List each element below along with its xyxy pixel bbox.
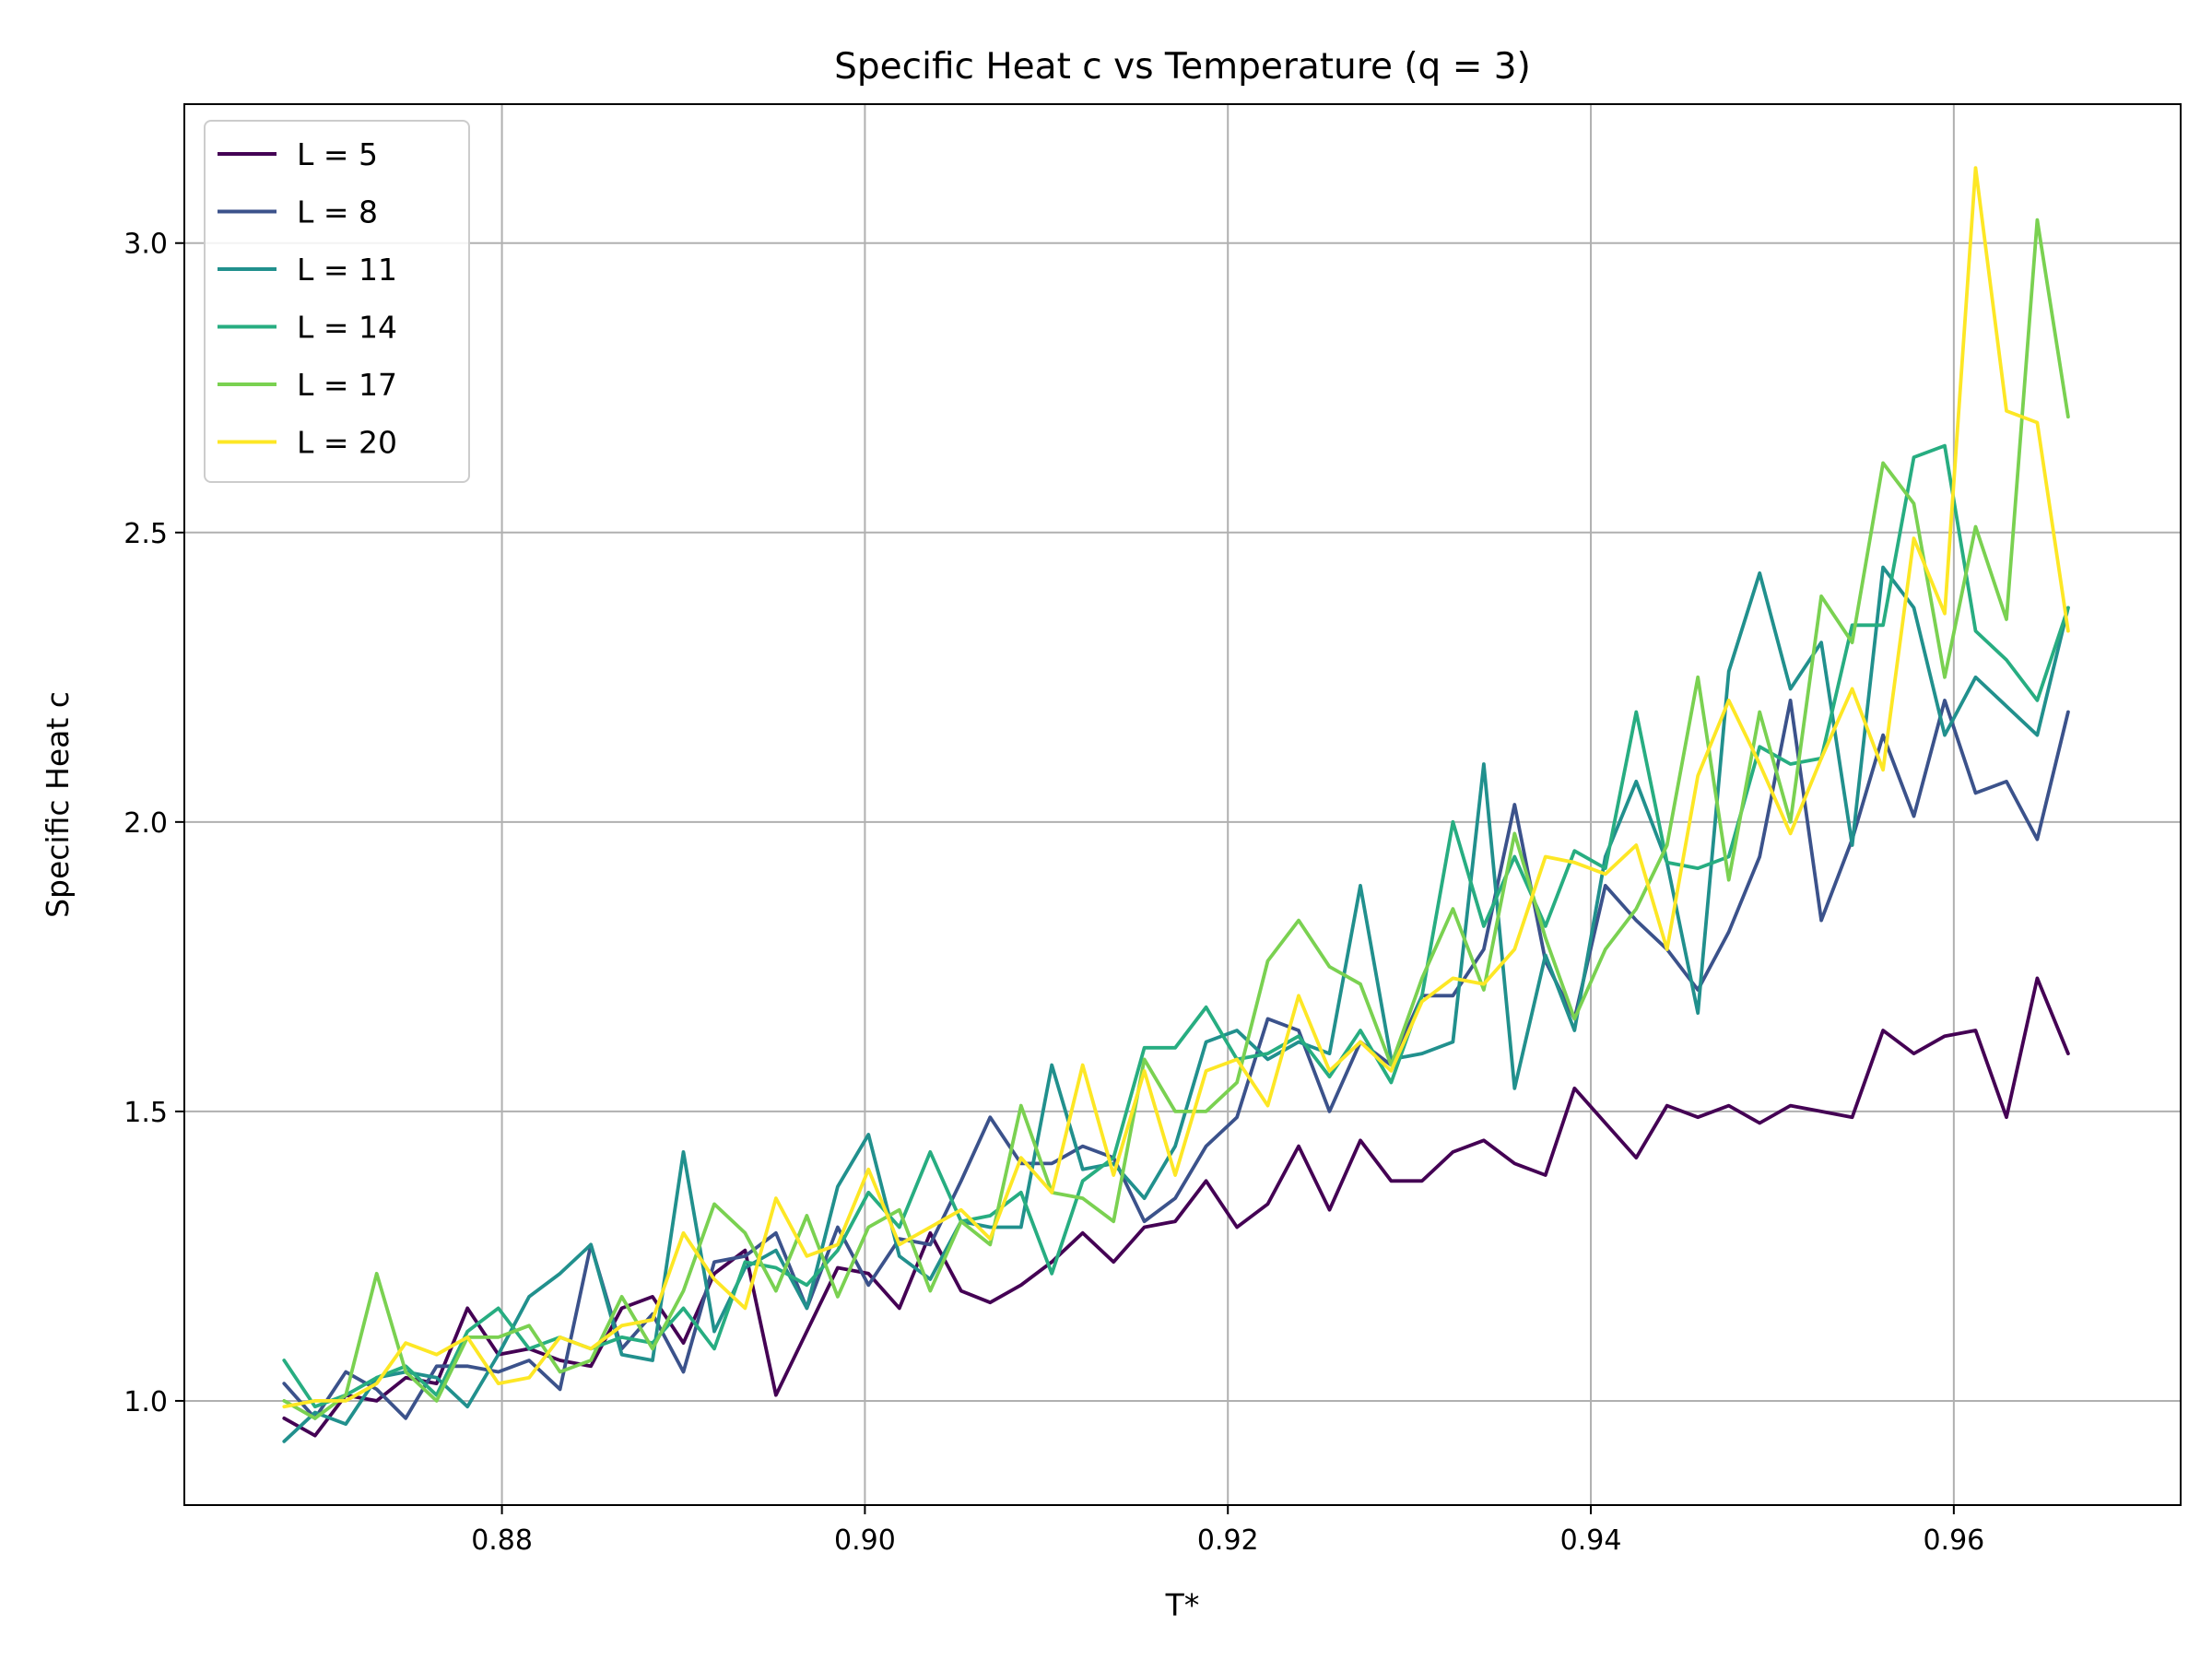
series-line-l17 bbox=[282, 218, 2070, 1420]
x-tick-label: 0.92 bbox=[1197, 1524, 1259, 1557]
x-tick-label: 0.90 bbox=[834, 1524, 896, 1557]
legend-label: L = 8 bbox=[297, 194, 378, 230]
y-tick-label: 1.5 bbox=[124, 1097, 168, 1129]
y-tick-label: 1.0 bbox=[124, 1386, 168, 1418]
x-tick-label: 0.94 bbox=[1560, 1524, 1622, 1557]
series-layer bbox=[282, 166, 2070, 1443]
y-tick-label: 2.5 bbox=[124, 518, 168, 550]
ticks-layer: 0.88 0.90 0.92 0.94 0.96 1.0 1.5 2.0 2.5 3.0 bbox=[124, 229, 1984, 1557]
series-line-l8 bbox=[282, 699, 2070, 1420]
plot-frame bbox=[183, 103, 2182, 1506]
legend-label: L = 11 bbox=[297, 252, 397, 288]
series-line-l20 bbox=[282, 166, 2070, 1409]
x-axis-label: T* bbox=[1165, 1587, 1200, 1623]
y-tick-label: 3.0 bbox=[124, 229, 168, 261]
x-tick-label: 0.88 bbox=[471, 1524, 533, 1557]
legend-label: L = 17 bbox=[297, 367, 397, 403]
chart-title: Specific Heat c vs Temperature (q = 3) bbox=[834, 46, 1531, 88]
legend-label: L = 5 bbox=[297, 136, 378, 172]
legend-label: L = 20 bbox=[297, 425, 397, 461]
y-tick-label: 2.0 bbox=[124, 807, 168, 840]
x-tick-label: 0.96 bbox=[1923, 1524, 1984, 1557]
grid-layer bbox=[184, 104, 2181, 1505]
legend-label: L = 14 bbox=[297, 310, 397, 346]
series-line-l11 bbox=[282, 565, 2070, 1443]
y-axis-label: Specific Heat c bbox=[40, 691, 76, 918]
legend: L = 5 L = 8 L = 11 L = 14 L = 17 L = 20 bbox=[204, 120, 470, 483]
